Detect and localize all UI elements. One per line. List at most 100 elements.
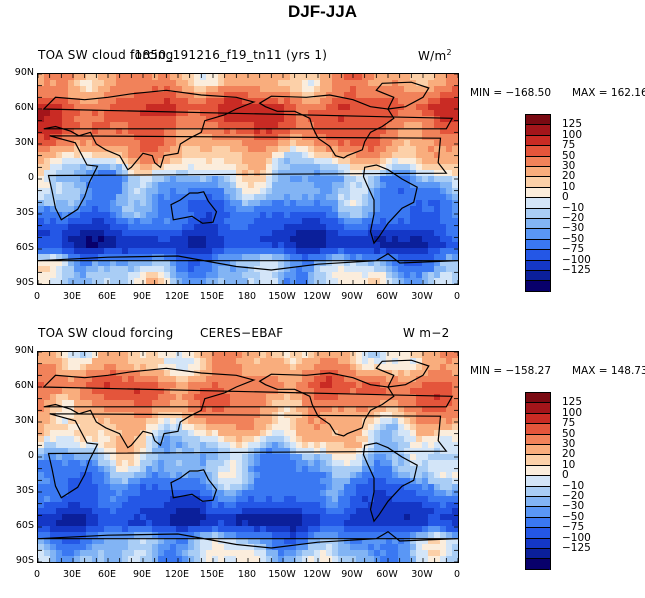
field-cell — [116, 478, 122, 484]
field-cell — [278, 104, 284, 110]
field-cell — [332, 364, 338, 370]
field-cell — [44, 352, 50, 358]
field-cell — [140, 206, 146, 212]
field-cell — [44, 430, 50, 436]
field-cell — [344, 514, 350, 520]
field-cell — [278, 496, 284, 502]
field-cell — [122, 212, 128, 218]
field-cell — [248, 182, 254, 188]
field-cell — [68, 158, 74, 164]
field-cell — [236, 236, 242, 242]
field-cell — [392, 206, 398, 212]
field-cell — [320, 158, 326, 164]
field-cell — [158, 502, 164, 508]
field-cell — [128, 86, 134, 92]
field-cell — [200, 514, 206, 520]
field-cell — [98, 164, 104, 170]
field-cell — [68, 248, 74, 254]
field-cell — [404, 164, 410, 170]
field-cell — [428, 86, 434, 92]
field-cell — [116, 460, 122, 466]
field-cell — [254, 400, 260, 406]
field-cell — [416, 424, 422, 430]
field-cell — [218, 352, 224, 358]
field-cell — [362, 496, 368, 502]
field-cell — [116, 266, 122, 272]
field-cell — [98, 182, 104, 188]
field-cell — [344, 104, 350, 110]
field-cell — [146, 266, 152, 272]
field-cell — [278, 442, 284, 448]
field-cell — [62, 152, 68, 158]
field-cell — [452, 430, 458, 436]
field-cell — [434, 164, 440, 170]
field-cell — [224, 86, 230, 92]
field-cell — [326, 364, 332, 370]
field-cell — [278, 448, 284, 454]
field-cell — [170, 382, 176, 388]
field-cell — [440, 224, 446, 230]
field-cell — [272, 364, 278, 370]
field-cell — [86, 230, 92, 236]
field-cell — [266, 466, 272, 472]
field-cell — [452, 236, 458, 242]
field-cell — [434, 80, 440, 86]
field-cell — [434, 140, 440, 146]
field-cell — [182, 436, 188, 442]
field-cell — [146, 370, 152, 376]
field-cell — [56, 376, 62, 382]
field-cell — [230, 146, 236, 152]
field-cell — [218, 460, 224, 466]
field-cell — [362, 236, 368, 242]
field-cell — [452, 508, 458, 514]
field-cell — [254, 370, 260, 376]
field-cell — [68, 520, 74, 526]
field-cell — [314, 364, 320, 370]
field-cell — [152, 242, 158, 248]
field-cell — [266, 508, 272, 514]
field-cell — [332, 74, 338, 80]
field-cell — [104, 266, 110, 272]
field-cell — [182, 358, 188, 364]
field-cell — [374, 424, 380, 430]
field-cell — [206, 376, 212, 382]
field-cell — [284, 248, 290, 254]
field-cell — [380, 98, 386, 104]
field-cell — [242, 242, 248, 248]
field-cell — [38, 508, 44, 514]
field-cell — [428, 98, 434, 104]
field-cell — [284, 442, 290, 448]
field-cell — [410, 424, 416, 430]
field-cell — [398, 218, 404, 224]
field-cell — [398, 188, 404, 194]
field-cell — [122, 146, 128, 152]
field-cell — [98, 98, 104, 104]
field-cell — [224, 454, 230, 460]
field-cell — [314, 74, 320, 80]
field-cell — [422, 418, 428, 424]
field-cell — [302, 424, 308, 430]
field-cell — [374, 92, 380, 98]
field-cell — [50, 80, 56, 86]
field-cell — [134, 400, 140, 406]
field-cell — [332, 224, 338, 230]
field-cell — [272, 74, 278, 80]
field-cell — [368, 86, 374, 92]
field-cell — [44, 442, 50, 448]
field-cell — [446, 182, 452, 188]
field-cell — [326, 496, 332, 502]
field-cell — [62, 266, 68, 272]
field-cell — [344, 484, 350, 490]
field-cell — [254, 104, 260, 110]
field-cell — [134, 376, 140, 382]
field-cell — [296, 272, 302, 278]
field-cell — [50, 418, 56, 424]
field-cell — [326, 98, 332, 104]
field-cell — [308, 224, 314, 230]
field-cell — [266, 212, 272, 218]
field-cell — [74, 442, 80, 448]
field-cell — [296, 376, 302, 382]
field-cell — [272, 224, 278, 230]
field-cell — [248, 158, 254, 164]
field-cell — [110, 412, 116, 418]
